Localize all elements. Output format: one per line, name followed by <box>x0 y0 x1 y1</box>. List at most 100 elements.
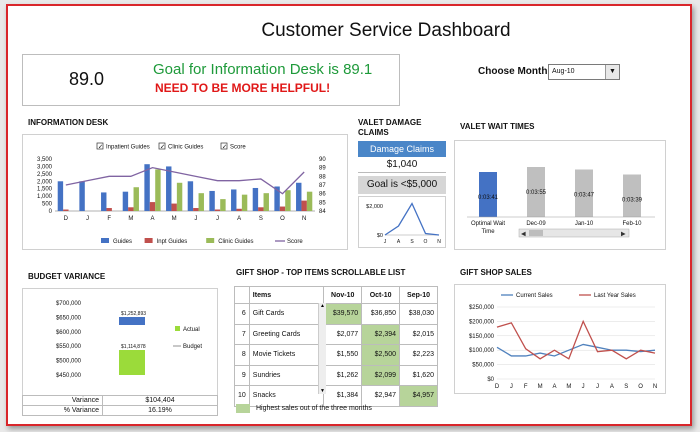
choose-month-label: Choose Month <box>478 66 547 77</box>
bar-guides <box>79 181 84 211</box>
sales-cell: $1,262 <box>324 365 362 386</box>
x-tick-label: S <box>410 239 414 245</box>
x-tick-label: Optimal Wait <box>471 221 505 227</box>
x-tick-label: J <box>582 384 585 390</box>
dashboard-frame: Customer Service Dashboard 89.0 Goal for… <box>6 4 692 426</box>
row-number: 6 <box>235 304 250 325</box>
bar-guides <box>188 181 193 211</box>
x-tick-label: N <box>302 216 306 222</box>
legend-text: Highest sales out of the three months <box>256 405 372 412</box>
table-row: 7 Greeting Cards $2,077 $2,394 $2,015 <box>235 324 438 345</box>
y-tick-label: $450,000 <box>56 373 82 379</box>
scrollbar[interactable]: ▲ ▼ <box>318 303 326 394</box>
item-name: Greeting Cards <box>249 324 323 345</box>
wait-bar-label: 0:03:55 <box>526 190 547 196</box>
y2-tick-label: 87 <box>319 183 326 189</box>
y-tick-label: $250,000 <box>469 305 495 311</box>
bar-clinic-guides <box>220 199 225 211</box>
table-row: 9 Sundries $1,262 $2,099 $1,620 <box>235 365 438 386</box>
wait-bar-label: 0:03:39 <box>622 198 643 204</box>
table-row: 10 Snacks $1,384 $2,947 $4,957 <box>235 386 438 407</box>
x-tick-label: O <box>424 239 428 245</box>
sales-cell: $2,500 <box>362 345 400 366</box>
month-selected-value: Aug-10 <box>552 68 575 75</box>
kpi-goal-text: Goal for Information Desk is 89.1 <box>153 61 372 78</box>
row-number: 8 <box>235 345 250 366</box>
sales-cell: $2,015 <box>400 324 438 345</box>
x-tick-label: A <box>397 239 401 245</box>
x-tick-label: N <box>437 239 441 245</box>
row-number: 7 <box>235 324 250 345</box>
scroll-right-icon: ▶ <box>621 232 626 238</box>
sales-cell: $38,030 <box>400 304 438 325</box>
checkbox-label: Inpatient Guides <box>106 145 150 151</box>
info-desk-panel: ✓ Inpatient Guides ✓ Clinic Guides ✓ Score 3,5… <box>22 134 348 250</box>
gift-top-list[interactable]: Items Nov-10 Oct-10 Sep-10 6 Gift Cards $3… <box>234 286 438 396</box>
budget-row-label: Variance <box>23 396 103 406</box>
x-tick-label: O <box>638 384 643 390</box>
damage-chart-panel: $2,000 $0 J A S O N <box>358 196 446 248</box>
actual-bar <box>119 317 145 325</box>
x-tick-label: J <box>194 216 197 222</box>
legend-label: Last Year Sales <box>594 293 636 299</box>
y-tick-label: $200,000 <box>469 319 495 325</box>
x-tick-label: D <box>495 384 500 390</box>
x-tick-label: M <box>566 384 571 390</box>
x-tick-label: Dec-09 <box>526 221 546 227</box>
bar-clinic-guides <box>307 192 312 211</box>
checkbox-label: Clinic Guides <box>168 145 203 151</box>
x-tick-label: F <box>107 216 111 222</box>
bar-guides <box>123 192 128 211</box>
scroll-up-icon[interactable]: ▲ <box>319 303 326 309</box>
legend-swatch <box>145 238 153 243</box>
score-line <box>66 168 304 194</box>
col-header-items: Items <box>249 287 323 304</box>
x-tick-label: J <box>86 216 89 222</box>
scroll-down-icon[interactable]: ▼ <box>319 388 326 394</box>
y-tick-label: 2,000 <box>37 179 53 185</box>
series-line-1 <box>497 321 655 358</box>
bar-clinic-guides <box>155 169 160 211</box>
y-tick-label: $2,000 <box>366 204 383 210</box>
valet-wait-chart: 0:03:41 Optimal Wait Time 0:03:55 Dec-09 0:03… <box>455 141 667 251</box>
x-tick-label: A <box>237 216 241 222</box>
legend-label: Guides <box>113 239 132 245</box>
sales-cell: $39,570 <box>324 304 362 325</box>
scroll-left-icon: ◀ <box>521 232 526 238</box>
valet-wait-panel: 0:03:41 Optimal Wait Time 0:03:55 Dec-09 0:03… <box>454 140 666 250</box>
y2-tick-label: 90 <box>319 157 326 163</box>
table-row: 6 Gift Cards $39,570 $36,850 $38,030 <box>235 304 438 325</box>
bar-inpt-guides <box>193 208 198 211</box>
row-number: 9 <box>235 365 250 386</box>
y-tick-label: 3,000 <box>37 164 53 170</box>
x-tick-label: O <box>280 216 285 222</box>
x-tick-label: J <box>596 384 599 390</box>
item-name: Movie Tickets <box>249 345 323 366</box>
x-tick-label: M <box>128 216 133 222</box>
month-dropdown[interactable]: Aug-10 ▼ <box>548 64 620 80</box>
y-tick-label: $100,000 <box>469 348 495 354</box>
damage-claims-value: $1,040 <box>358 157 446 173</box>
legend-label: Current Sales <box>516 293 553 299</box>
x-tick-label: A <box>150 216 154 222</box>
sales-cell: $36,850 <box>362 304 400 325</box>
x-tick-label: Feb-10 <box>622 221 642 227</box>
bar-inpt-guides <box>236 209 241 211</box>
x-tick-label: S <box>259 216 263 222</box>
x-tick-label: J <box>216 216 219 222</box>
y2-tick-label: 86 <box>319 192 326 198</box>
chevron-down-icon[interactable]: ▼ <box>605 65 619 79</box>
x-tick-label: F <box>524 384 528 390</box>
x-tick-label: Jan-10 <box>575 221 594 227</box>
bar-guides <box>101 192 106 211</box>
gift-top-title: GIFT SHOP - TOP ITEMS SCROLLABLE LIST <box>236 268 405 277</box>
bar-clinic-guides <box>199 193 204 211</box>
checkbox-check: ✓ <box>160 145 165 151</box>
kpi-panel: 89.0 Goal for Information Desk is 89.1 N… <box>22 54 400 106</box>
x-tick-label: M <box>172 216 177 222</box>
budget-row-label: % Variance <box>23 406 103 416</box>
sales-cell: $4,957 <box>400 386 438 407</box>
row-number: 10 <box>235 386 250 407</box>
checkbox-label: Score <box>230 145 246 151</box>
y-tick-label: 0 <box>49 209 53 215</box>
